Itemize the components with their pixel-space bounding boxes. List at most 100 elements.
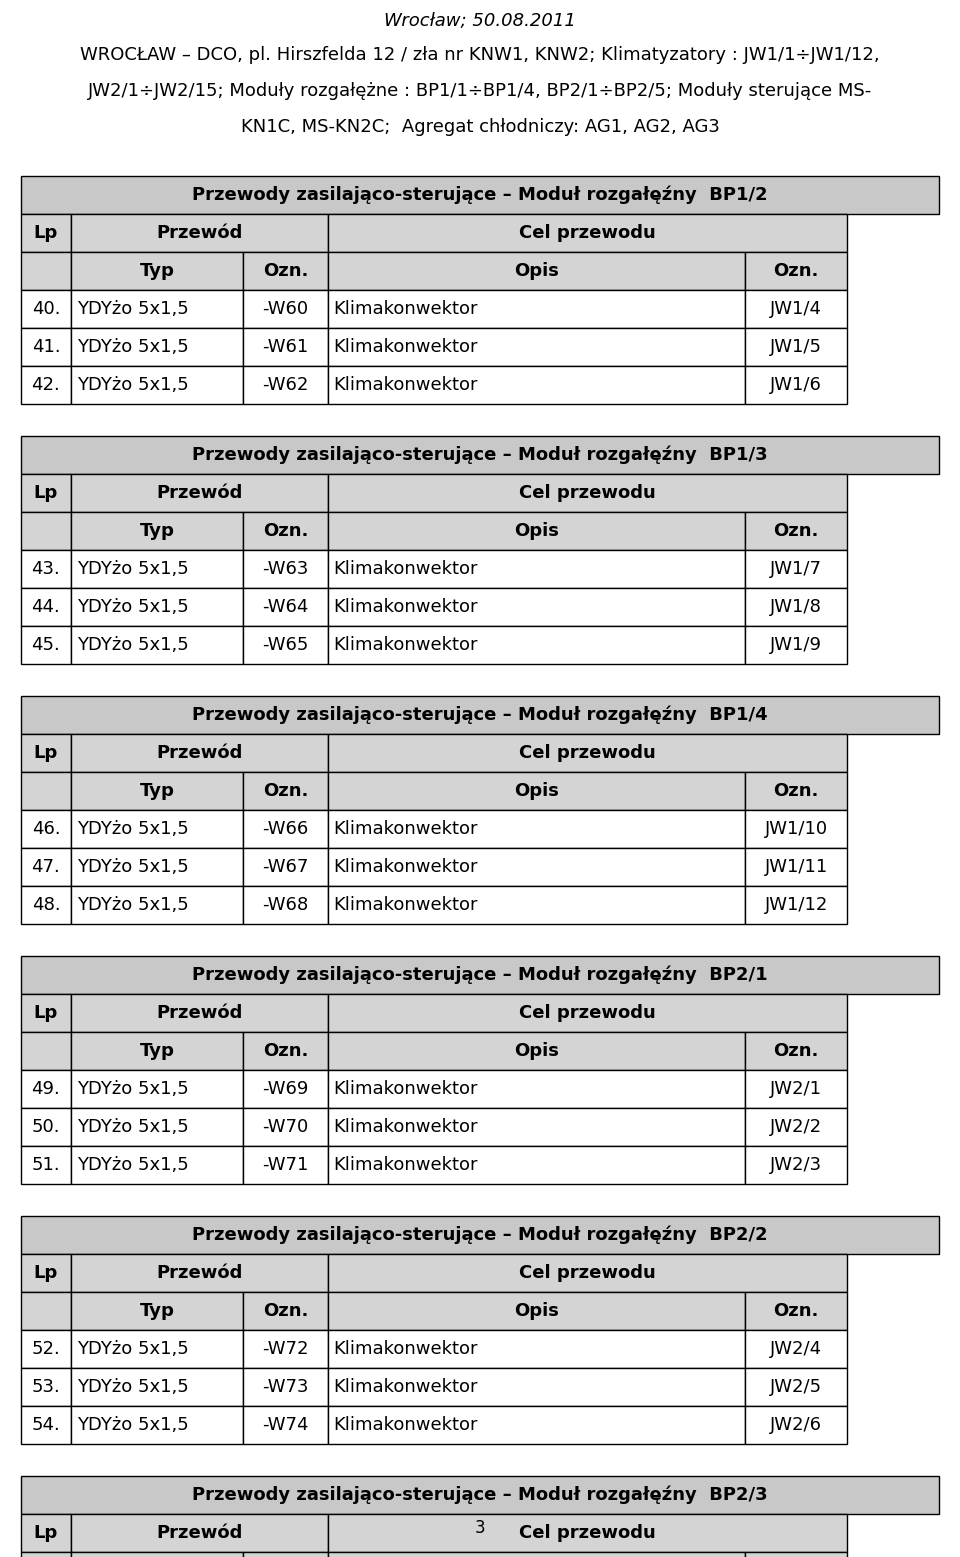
Text: Ozn.: Ozn.: [263, 522, 308, 540]
Text: YDYżo 5x1,5: YDYżo 5x1,5: [77, 895, 188, 914]
Text: -W68: -W68: [262, 895, 308, 914]
Bar: [745, 252, 847, 290]
Text: Ozn.: Ozn.: [774, 1042, 819, 1060]
Bar: [21, 1552, 71, 1557]
Bar: [745, 589, 847, 626]
Bar: [21, 329, 71, 366]
Text: Przewody zasilająco-sterujące – Moduł rozgałęźny  BP2/1: Przewody zasilająco-sterujące – Moduł ro…: [192, 965, 768, 984]
Text: YDYżo 5x1,5: YDYżo 5x1,5: [77, 1341, 188, 1358]
Bar: [745, 1369, 847, 1406]
Text: 47.: 47.: [32, 858, 60, 877]
Bar: [71, 1292, 243, 1330]
Bar: [71, 1070, 243, 1109]
Bar: [71, 213, 327, 252]
Text: Ozn.: Ozn.: [774, 1302, 819, 1320]
Bar: [243, 329, 327, 366]
Text: -W62: -W62: [262, 375, 308, 394]
Text: Przewód: Przewód: [156, 1524, 242, 1541]
Bar: [21, 1292, 71, 1330]
Text: YDYżo 5x1,5: YDYżo 5x1,5: [77, 858, 188, 877]
Text: YDYżo 5x1,5: YDYżo 5x1,5: [77, 1378, 188, 1397]
Text: Lp: Lp: [34, 744, 58, 761]
Bar: [71, 290, 243, 329]
Text: 51.: 51.: [32, 1155, 60, 1174]
Text: 54.: 54.: [32, 1415, 60, 1434]
Bar: [21, 810, 71, 849]
Bar: [243, 512, 327, 550]
Text: Ozn.: Ozn.: [774, 262, 819, 280]
Bar: [243, 849, 327, 886]
Bar: [745, 1330, 847, 1369]
Bar: [327, 512, 745, 550]
Text: Ozn.: Ozn.: [263, 262, 308, 280]
Bar: [21, 512, 71, 550]
Text: Opis: Opis: [514, 522, 559, 540]
Bar: [21, 589, 71, 626]
Text: Ozn.: Ozn.: [263, 1302, 308, 1320]
Bar: [327, 733, 847, 772]
Bar: [327, 329, 745, 366]
Bar: [71, 733, 327, 772]
Bar: [243, 1369, 327, 1406]
Bar: [327, 1552, 745, 1557]
Text: Klimakonwektor: Klimakonwektor: [334, 895, 478, 914]
Text: -W67: -W67: [262, 858, 308, 877]
Text: JW2/3: JW2/3: [770, 1155, 822, 1174]
Bar: [71, 329, 243, 366]
Bar: [71, 589, 243, 626]
Bar: [243, 252, 327, 290]
Text: Opis: Opis: [514, 782, 559, 800]
Bar: [71, 252, 243, 290]
Bar: [71, 993, 327, 1032]
Bar: [243, 589, 327, 626]
Text: Klimakonwektor: Klimakonwektor: [334, 375, 478, 394]
Text: JW2/5: JW2/5: [770, 1378, 822, 1397]
Text: YDYżo 5x1,5: YDYżo 5x1,5: [77, 375, 188, 394]
Text: -W61: -W61: [262, 338, 308, 357]
Bar: [243, 886, 327, 923]
Text: Lp: Lp: [34, 484, 58, 501]
Bar: [327, 810, 745, 849]
Text: Typ: Typ: [139, 1302, 175, 1320]
Text: YDYżo 5x1,5: YDYżo 5x1,5: [77, 338, 188, 357]
Bar: [21, 1216, 939, 1253]
Bar: [71, 1032, 243, 1070]
Bar: [243, 366, 327, 403]
Bar: [71, 366, 243, 403]
Bar: [71, 473, 327, 512]
Text: JW1/9: JW1/9: [770, 635, 822, 654]
Text: 53.: 53.: [32, 1378, 60, 1397]
Bar: [243, 1032, 327, 1070]
Text: Klimakonwektor: Klimakonwektor: [334, 1118, 478, 1137]
Text: 44.: 44.: [32, 598, 60, 617]
Bar: [327, 1070, 745, 1109]
Bar: [243, 1552, 327, 1557]
Text: Lp: Lp: [34, 1004, 58, 1021]
Bar: [21, 176, 939, 213]
Text: -W71: -W71: [262, 1155, 308, 1174]
Bar: [327, 366, 745, 403]
Text: YDYżo 5x1,5: YDYżo 5x1,5: [77, 301, 188, 318]
Bar: [71, 1369, 243, 1406]
Text: JW1/6: JW1/6: [770, 375, 822, 394]
Bar: [21, 213, 71, 252]
Text: -W66: -W66: [262, 821, 308, 838]
Text: 45.: 45.: [32, 635, 60, 654]
Text: Ozn.: Ozn.: [774, 522, 819, 540]
Bar: [243, 1406, 327, 1443]
Bar: [327, 213, 847, 252]
Text: -W63: -W63: [262, 561, 308, 578]
Text: Cel przewodu: Cel przewodu: [519, 484, 656, 501]
Bar: [21, 473, 71, 512]
Text: JW1/12: JW1/12: [764, 895, 828, 914]
Bar: [71, 1109, 243, 1146]
Text: Przewód: Przewód: [156, 1004, 242, 1021]
Bar: [243, 1330, 327, 1369]
Text: YDYżo 5x1,5: YDYżo 5x1,5: [77, 1081, 188, 1098]
Bar: [21, 1406, 71, 1443]
Bar: [21, 252, 71, 290]
Bar: [243, 772, 327, 810]
Text: Typ: Typ: [139, 522, 175, 540]
Bar: [21, 1109, 71, 1146]
Bar: [71, 810, 243, 849]
